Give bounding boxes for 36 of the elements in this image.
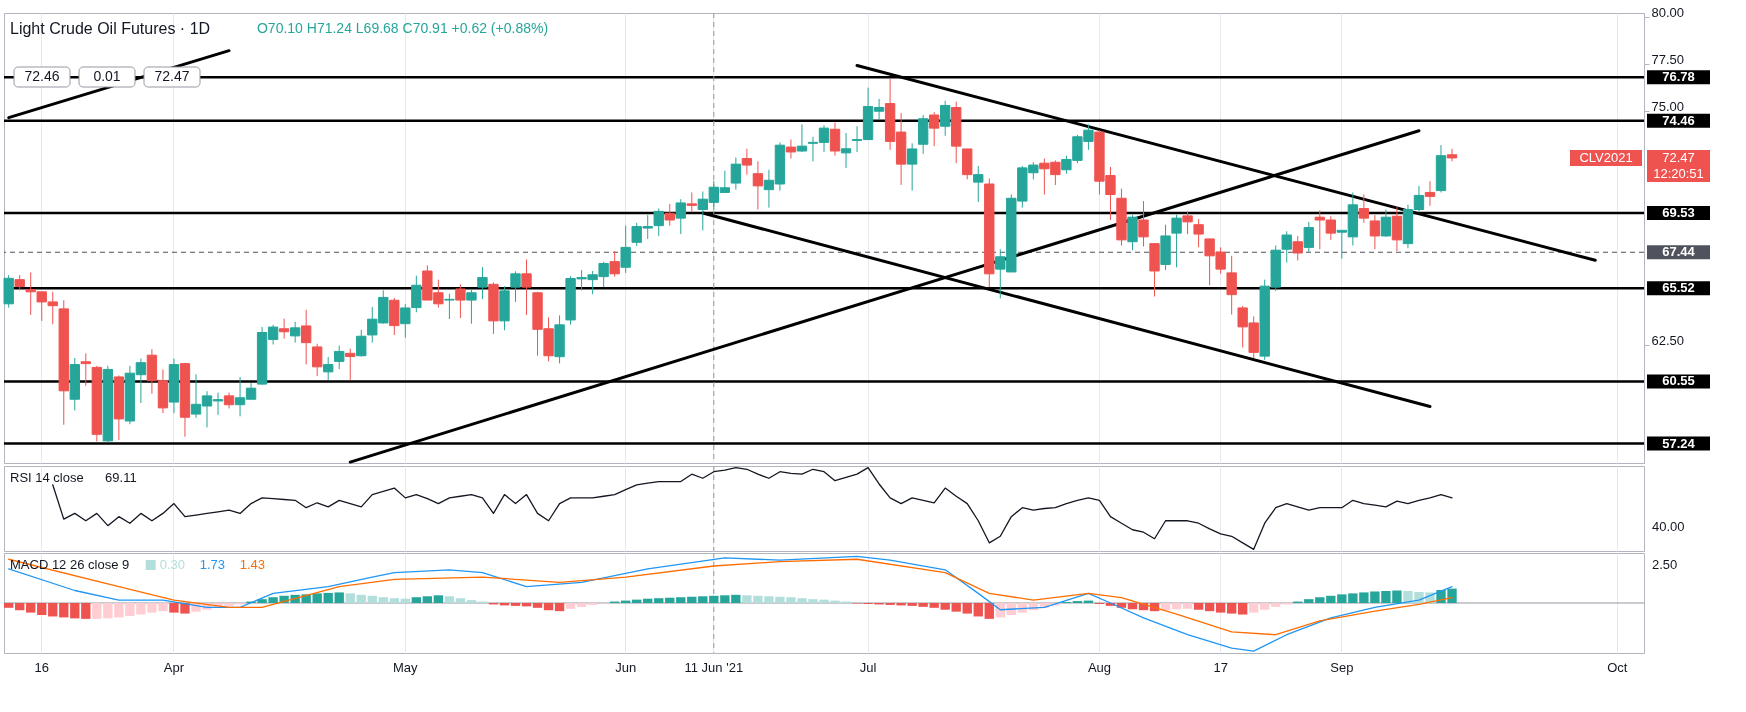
x-tick-label: 11 Jun '21 (684, 659, 744, 675)
text: 1.73 (199, 557, 225, 572)
ref-line-label: 57.24 (1662, 435, 1696, 451)
y-tick-label: 75.00 (1651, 99, 1685, 114)
x-tick-label: May (393, 659, 419, 675)
ref-line-label: 67.44 (1662, 244, 1696, 260)
y-tick-label: 62.50 (1651, 333, 1685, 349)
annotation: 0.01 (93, 68, 121, 84)
text: 2.50 (1652, 557, 1678, 572)
x-tick-label: 17 (1213, 659, 1228, 675)
text: 1.43 (239, 557, 265, 572)
ref-line-label: 74.46 (1662, 112, 1695, 128)
ref-line-label: 60.55 (1662, 373, 1695, 389)
ref-line-label: 76.78 (1662, 69, 1695, 85)
x-tick-label: Sep (1330, 659, 1354, 675)
text: 69.11 (105, 470, 137, 485)
y-tick-label: 77.50 (1651, 52, 1685, 68)
legend-label: 0.30 (159, 557, 185, 572)
text: 12:20:51 (1653, 165, 1704, 181)
chart-title: RSI 14 close (10, 470, 84, 485)
annotation: 72.46 (24, 68, 60, 84)
x-tick-label: Oct (1607, 659, 1628, 675)
annotation: CLV2021 (1579, 149, 1633, 165)
x-tick-label: Jun (615, 659, 637, 675)
text: O70.10 H71.24 L69.68 C70.91 +0.62 (+0.88%) (256, 20, 549, 36)
ref-line-label: 65.52 (1662, 280, 1695, 296)
text: 72.47 (1662, 149, 1695, 165)
x-tick-label: Jul (859, 659, 877, 675)
chart-title: Light Crude Oil Futures · 1D (10, 20, 211, 37)
x-tick-label: Aug (1087, 659, 1112, 675)
annotation: 72.47 (154, 68, 190, 84)
text: 40.00 (1652, 519, 1685, 535)
y-tick-label: 80.00 (1651, 5, 1685, 21)
x-tick-label: 16 (34, 659, 49, 675)
x-tick-label: Apr (163, 659, 185, 675)
ref-line-label: 69.53 (1662, 205, 1695, 221)
